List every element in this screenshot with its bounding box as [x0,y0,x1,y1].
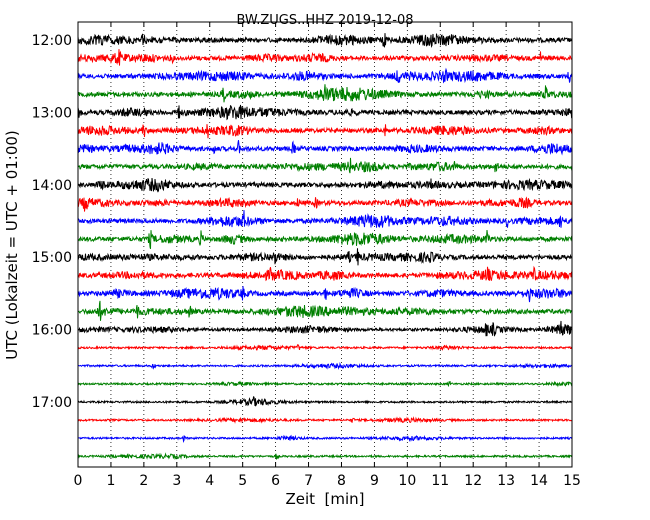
trace-line [77,49,573,66]
trace-line [77,124,573,139]
y-tick-label: 15:00 [32,250,72,266]
trace-line [77,396,573,408]
trace-line [77,300,573,321]
trace-line [77,434,573,444]
y-tick-label: 16:00 [32,323,72,339]
trace-line [77,67,573,84]
trace-line [77,361,573,370]
x-tick-label: 0 [74,473,83,489]
x-tick-label: 9 [370,473,379,489]
x-tick-label: 2 [139,473,148,489]
chart-title: BW.ZUGS..HHZ 2019-12-08 [236,13,413,28]
trace-line [77,343,573,352]
y-tick-label: 14:00 [32,178,72,194]
x-tick-label: 1 [106,473,115,489]
trace-line [77,84,573,103]
trace-line [77,248,573,266]
x-tick-label: 8 [337,473,346,489]
trace-line [77,140,573,156]
x-tick-label: 11 [431,473,449,489]
trace-line [77,265,573,282]
trace-line [77,320,573,337]
trace-line [77,177,573,193]
y-tick-label: 12:00 [32,33,72,49]
plot-frame [77,21,573,468]
trace-line [77,452,573,460]
x-tick-label: 3 [172,473,181,489]
x-axis-label: Zeit [min] [285,490,364,508]
x-tick-label: 13 [497,473,515,489]
x-tick-label: 14 [530,473,548,489]
trace-line [77,380,573,388]
trace-line [77,416,573,424]
trace-line [77,286,573,303]
x-tick-label: 5 [238,473,247,489]
y-axis-ticks: 12:00 13:00 14:00 15:00 16:00 17:00 [32,33,572,411]
y-tick-label: 13:00 [32,105,72,121]
y-axis-label: UTC (Lokalzeit = UTC + 01:00) [3,130,21,360]
x-tick-label: 7 [304,473,313,489]
x-axis-ticks: 0 1 2 3 4 5 6 7 8 9 10 11 12 13 14 15 [74,22,581,489]
trace-line [77,210,573,228]
x-tick-label: 15 [563,473,581,489]
trace-group [77,33,573,460]
x-tick-label: 4 [205,473,214,489]
trace-line [77,104,573,121]
trace-line [77,196,573,212]
trace-line [77,230,573,250]
x-tick-label: 12 [464,473,482,489]
x-tick-label: 10 [398,473,416,489]
trace-line [77,157,573,174]
y-tick-label: 17:00 [32,395,72,411]
trace-line [77,33,573,49]
x-tick-label: 6 [271,473,280,489]
